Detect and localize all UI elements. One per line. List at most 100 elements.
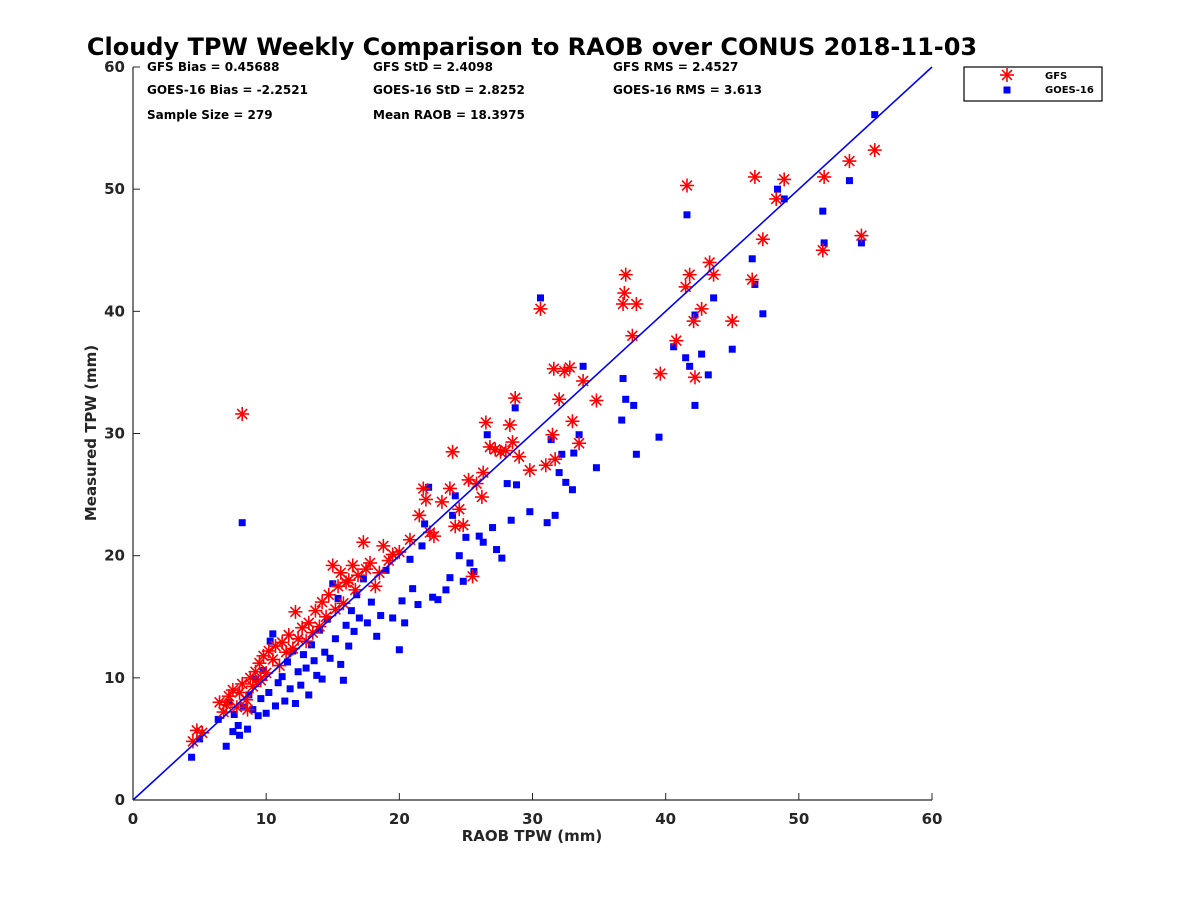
legend-asterisk-icon bbox=[1000, 68, 1014, 82]
stat-text: GOES-16 Bias = -2.2521 bbox=[147, 83, 308, 97]
x-tick-label: 30 bbox=[522, 810, 543, 828]
goes-16-point bbox=[329, 580, 337, 588]
gfs-point bbox=[319, 609, 334, 624]
x-tick-label: 20 bbox=[389, 810, 410, 828]
stat-text: Mean RAOB = 18.3975 bbox=[373, 108, 525, 122]
y-tick-label: 10 bbox=[104, 669, 125, 687]
goes-16-point bbox=[398, 597, 406, 605]
goes-16-point bbox=[214, 715, 222, 723]
stat-text: GFS StD = 2.4098 bbox=[373, 60, 493, 74]
gfs-point bbox=[618, 267, 633, 282]
y-tick-label: 50 bbox=[104, 180, 125, 198]
gfs-point bbox=[288, 604, 303, 619]
goes-16-point bbox=[568, 486, 576, 494]
goes-16-point bbox=[236, 731, 244, 739]
gfs-point bbox=[341, 573, 356, 588]
x-axis-label: RAOB TPW (mm) bbox=[462, 827, 603, 845]
goes-16-point bbox=[334, 594, 342, 602]
legend-label-goes-16: GOES-16 bbox=[1045, 85, 1094, 96]
x-tick-label: 60 bbox=[922, 810, 943, 828]
goes-16-point bbox=[389, 614, 397, 622]
goes-16-point bbox=[462, 533, 470, 541]
goes-16-point bbox=[503, 480, 511, 488]
goes-16-point bbox=[575, 431, 583, 439]
goes-16-point bbox=[355, 614, 363, 622]
goes-16-point bbox=[759, 310, 767, 318]
goes-16-point bbox=[543, 519, 551, 527]
goes-16-point bbox=[857, 239, 865, 247]
gfs-point bbox=[745, 272, 760, 287]
gfs-point bbox=[474, 490, 489, 505]
goes-16-point bbox=[819, 207, 827, 215]
gfs-point bbox=[548, 452, 563, 467]
gfs-point bbox=[682, 267, 697, 282]
gfs-point bbox=[392, 545, 407, 560]
goes-16-point bbox=[871, 111, 879, 119]
gfs-point bbox=[706, 267, 721, 282]
goes-16-point bbox=[774, 185, 782, 193]
gfs-point bbox=[252, 656, 267, 671]
gfs-point bbox=[562, 360, 577, 375]
goes-16-point bbox=[686, 362, 694, 370]
goes-16-point bbox=[271, 702, 279, 710]
goes-16-point bbox=[337, 660, 345, 668]
gfs-point bbox=[240, 702, 255, 717]
goes-16-point bbox=[395, 646, 403, 654]
goes-16-point bbox=[274, 679, 282, 687]
goes-16-point bbox=[479, 538, 487, 546]
y-tick-label: 20 bbox=[104, 547, 125, 565]
goes-16-point bbox=[265, 688, 273, 696]
gfs-point bbox=[368, 579, 383, 594]
goes-16-point bbox=[363, 619, 371, 627]
gfs-point bbox=[356, 535, 371, 550]
goes-16-point bbox=[622, 395, 630, 403]
gfs-point bbox=[312, 619, 327, 634]
y-tick-label: 40 bbox=[104, 302, 125, 320]
goes-16-point bbox=[230, 710, 238, 718]
stat-text: GFS RMS = 2.4527 bbox=[613, 60, 738, 74]
goes-16-point bbox=[547, 436, 555, 444]
stat-text: GFS Bias = 0.45688 bbox=[147, 60, 279, 74]
gfs-point bbox=[434, 494, 449, 509]
goes-16-point bbox=[555, 469, 563, 477]
goes-16-point bbox=[281, 697, 289, 705]
goes-16-point bbox=[269, 630, 277, 638]
gfs-point bbox=[725, 314, 740, 329]
goes-16-point bbox=[704, 371, 712, 379]
goes-16-point bbox=[489, 524, 497, 532]
y-tick-label: 0 bbox=[115, 791, 125, 809]
gfs-point bbox=[412, 508, 427, 523]
gfs-point bbox=[229, 700, 244, 715]
gfs-point bbox=[465, 569, 480, 584]
legend: GFS GOES-16 bbox=[963, 66, 1103, 102]
goes-16-point bbox=[507, 516, 515, 524]
goes-16-point bbox=[470, 568, 478, 576]
goes-16-point bbox=[245, 691, 253, 699]
gfs-point bbox=[546, 361, 561, 376]
goes-16-point bbox=[278, 673, 286, 681]
gfs-point bbox=[533, 301, 548, 316]
gfs-point bbox=[678, 279, 693, 294]
gfs-point bbox=[478, 415, 493, 430]
goes-16-point bbox=[401, 619, 409, 627]
chart-title: Cloudy TPW Weekly Comparison to RAOB ove… bbox=[87, 33, 977, 61]
gfs-point bbox=[629, 297, 644, 312]
gfs-point bbox=[456, 518, 471, 533]
goes-16-point bbox=[318, 675, 326, 683]
gfs-point bbox=[687, 370, 702, 385]
goes-16-point bbox=[442, 586, 450, 594]
goes-16-point bbox=[377, 612, 385, 620]
goes-16-point bbox=[691, 311, 699, 319]
goes-16-point bbox=[257, 695, 265, 703]
goes-16-point bbox=[710, 294, 718, 302]
x-ticks: 0 10 20 30 40 50 60 bbox=[128, 793, 943, 828]
y-axis-label: Measured TPW (mm) bbox=[82, 345, 100, 521]
x-tick-label: 40 bbox=[655, 810, 676, 828]
gfs-point bbox=[565, 414, 580, 429]
legend-box bbox=[963, 66, 1103, 102]
gfs-point bbox=[512, 449, 527, 464]
goes-16-point bbox=[283, 658, 291, 666]
gfs-point bbox=[265, 652, 280, 667]
goes-16-point bbox=[302, 664, 310, 672]
